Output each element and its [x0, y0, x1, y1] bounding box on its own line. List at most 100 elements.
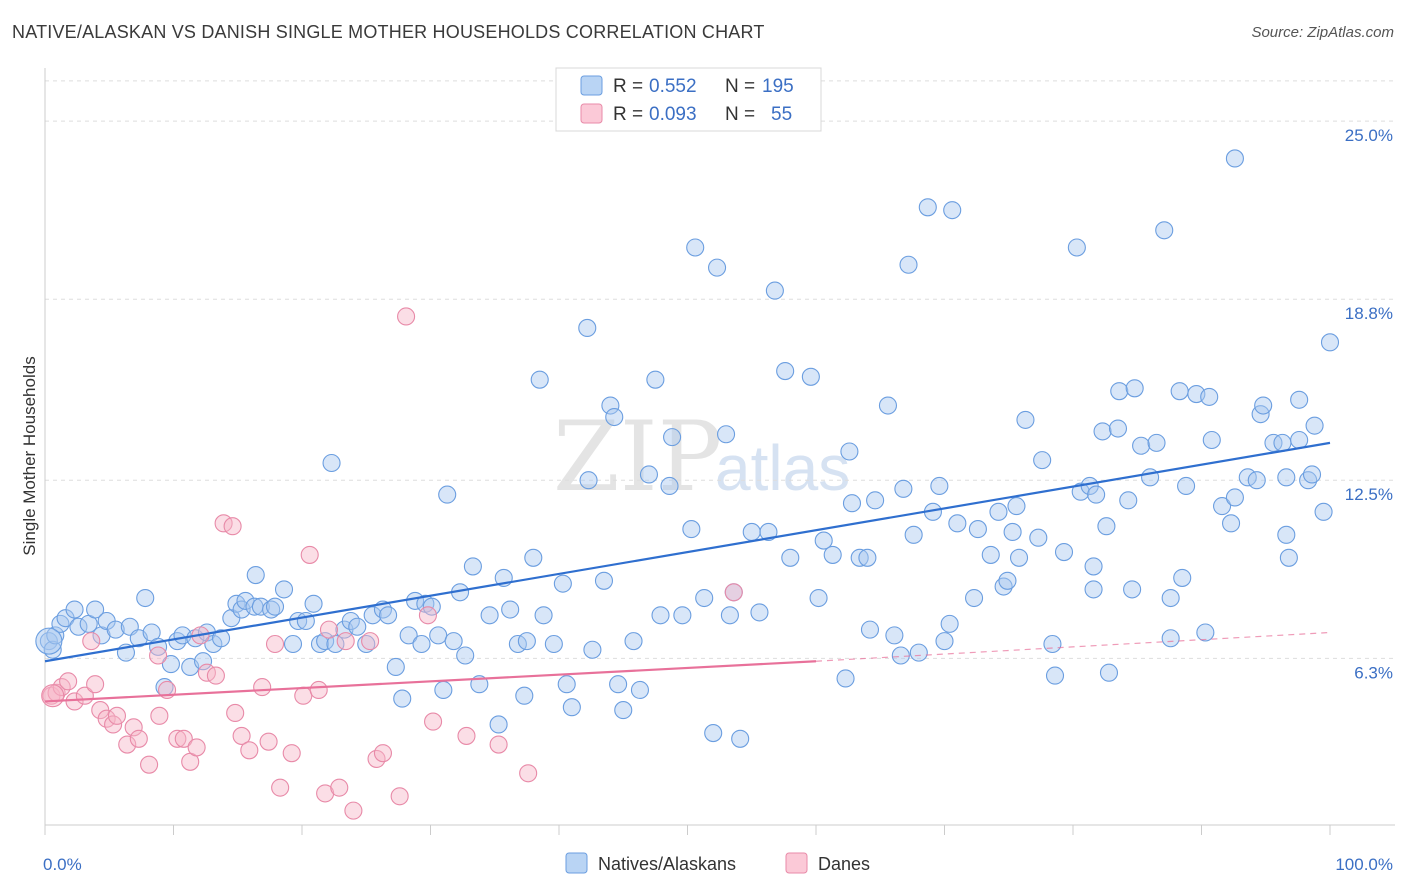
natives-point: [1093, 422, 1112, 441]
natives-point: [534, 606, 553, 625]
danes-point: [168, 729, 187, 748]
natives-point: [704, 724, 723, 743]
natives-point: [759, 522, 778, 541]
natives-point: [1007, 497, 1026, 516]
natives-point: [283, 634, 303, 654]
danes-point: [140, 755, 159, 774]
danes-point: [41, 684, 65, 708]
danes-point: [82, 632, 101, 651]
stats-n-value-danes: 55: [771, 104, 792, 125]
stats-n-value-natives: 195: [762, 76, 794, 97]
natives-point: [363, 606, 382, 625]
natives-point: [86, 600, 105, 619]
natives-point: [742, 522, 761, 541]
y-tick-label: 25.0%: [1345, 126, 1393, 145]
natives-point: [716, 425, 736, 444]
natives-point: [660, 476, 679, 496]
trend-lines: [44, 441, 1331, 703]
natives-point: [1173, 568, 1192, 587]
natives-point: [899, 255, 918, 274]
natives-point: [35, 627, 63, 655]
natives-point: [894, 479, 913, 498]
natives-point: [695, 588, 714, 608]
natives-point: [1110, 382, 1129, 401]
natives-point: [438, 485, 457, 504]
natives-point: [801, 367, 820, 386]
natives-point: [1099, 663, 1119, 682]
natives-point: [998, 571, 1017, 590]
natives-point: [1225, 149, 1244, 168]
danes-point: [300, 545, 319, 564]
natives-point: [1071, 482, 1090, 501]
natives-point: [274, 580, 294, 599]
danes-point: [373, 744, 393, 763]
natives-point: [943, 201, 962, 220]
natives-point: [194, 652, 213, 671]
natives-point: [965, 588, 984, 608]
natives-point: [918, 198, 937, 217]
natives-point: [1277, 525, 1296, 544]
danes-point: [336, 632, 355, 651]
natives-point: [935, 632, 954, 651]
natives-point: [663, 428, 682, 447]
natives-point: [429, 626, 448, 645]
natives-point: [646, 370, 665, 389]
natives-point: [940, 614, 959, 633]
natives-point: [823, 545, 842, 564]
stats-r-label-danes: R =: [613, 104, 643, 125]
natives-point: [557, 675, 576, 694]
natives-point: [379, 606, 398, 625]
danes-point: [223, 517, 242, 536]
danes-point: [397, 307, 416, 326]
natives-point: [517, 632, 536, 651]
danes-point: [149, 646, 168, 665]
natives-point: [814, 531, 833, 550]
natives-point: [1305, 416, 1324, 435]
natives-point: [904, 525, 923, 544]
danes-point: [206, 666, 225, 685]
stats-r-value-danes: 0.093: [649, 104, 697, 125]
natives-point: [501, 600, 520, 619]
y-tick-label: 6.3%: [1354, 663, 1393, 682]
natives-point: [850, 548, 869, 567]
natives-point: [463, 557, 482, 576]
natives-point: [1177, 476, 1196, 496]
stats-box: R = 0.552 N = 195 R = 0.093 N = 55: [555, 67, 822, 132]
natives-point: [1279, 548, 1298, 567]
chart-title: NATIVE/ALASKAN VS DANISH SINGLE MOTHER H…: [12, 22, 765, 42]
y-tick-label: 12.5%: [1345, 485, 1393, 504]
stats-swatch-danes: [580, 103, 603, 124]
danes-point: [226, 703, 245, 723]
y-tick-label: 18.8%: [1345, 304, 1393, 323]
natives-point: [515, 686, 534, 705]
natives-point: [265, 597, 285, 616]
natives-point: [1225, 488, 1244, 507]
danes-point: [253, 678, 272, 697]
legend-label-natives: Natives/Alaskans: [598, 854, 736, 874]
natives-point: [434, 680, 453, 700]
natives-point: [1067, 238, 1086, 257]
natives-point: [891, 646, 910, 665]
danes-point: [361, 632, 380, 651]
natives-point: [1123, 580, 1142, 599]
natives-point: [348, 617, 367, 636]
danes-point: [259, 732, 278, 751]
natives-point: [69, 617, 88, 636]
natives-point: [1161, 588, 1180, 608]
natives-point: [578, 318, 597, 338]
x-tick-label: 100.0%: [1335, 855, 1393, 874]
natives-point: [251, 597, 270, 616]
natives-point: [1119, 491, 1138, 510]
trend-line-danes: [44, 660, 817, 703]
natives-point: [651, 606, 670, 625]
natives-point: [639, 465, 659, 484]
natives-point: [1320, 333, 1340, 352]
danes-point: [418, 606, 437, 625]
natives-point: [530, 370, 549, 389]
danes-point: [390, 787, 409, 806]
trend-line-danes-extension: [815, 631, 1331, 662]
natives-point: [601, 396, 620, 415]
legend: Natives/Alaskans Danes: [565, 852, 870, 874]
danes-point: [724, 583, 743, 602]
legend-label-danes: Danes: [818, 854, 870, 874]
